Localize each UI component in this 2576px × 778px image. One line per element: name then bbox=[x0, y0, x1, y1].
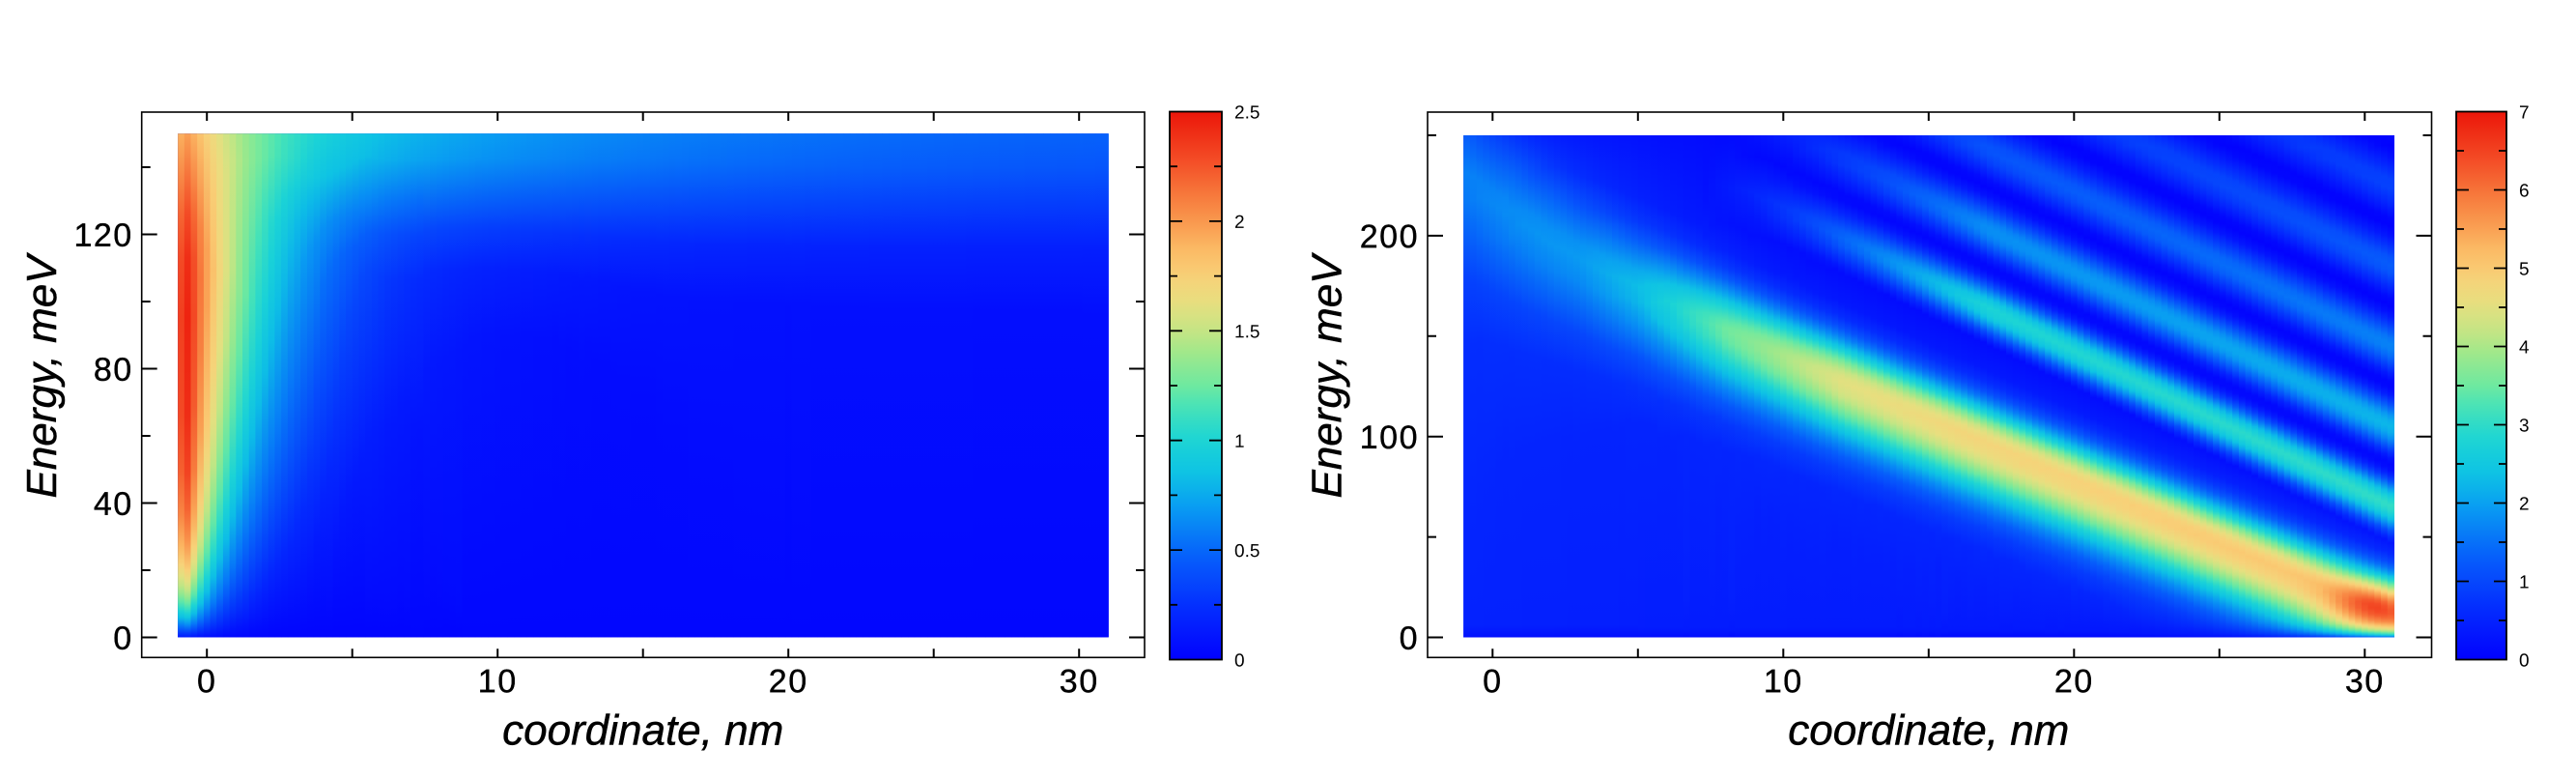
svg-text:30: 30 bbox=[1060, 663, 1099, 700]
svg-text:4: 4 bbox=[2519, 338, 2530, 359]
svg-text:0: 0 bbox=[113, 620, 132, 657]
svg-text:1.5: 1.5 bbox=[1234, 322, 1260, 342]
svg-text:2: 2 bbox=[2519, 495, 2530, 515]
svg-text:0: 0 bbox=[1483, 663, 1502, 700]
svg-text:1: 1 bbox=[1234, 432, 1245, 452]
svg-text:10: 10 bbox=[1764, 663, 1803, 700]
svg-text:6: 6 bbox=[2519, 182, 2530, 202]
svg-text:20: 20 bbox=[769, 663, 808, 700]
svg-text:coordinate, nm: coordinate, nm bbox=[502, 706, 783, 754]
svg-text:coordinate, nm: coordinate, nm bbox=[1788, 706, 2069, 754]
svg-text:1: 1 bbox=[2519, 573, 2530, 593]
svg-text:80: 80 bbox=[94, 352, 133, 389]
svg-text:2.5: 2.5 bbox=[1234, 103, 1260, 124]
svg-text:Energy, meV: Energy, meV bbox=[18, 252, 66, 499]
svg-text:Energy, meV: Energy, meV bbox=[1304, 252, 1351, 499]
svg-text:40: 40 bbox=[94, 486, 133, 523]
svg-text:0: 0 bbox=[197, 663, 216, 700]
svg-text:10: 10 bbox=[478, 663, 518, 700]
svg-text:30: 30 bbox=[2345, 663, 2385, 700]
svg-text:2: 2 bbox=[1234, 213, 1245, 233]
svg-text:0: 0 bbox=[1400, 620, 1419, 657]
svg-text:0.5: 0.5 bbox=[1234, 541, 1260, 562]
svg-text:0: 0 bbox=[2519, 651, 2530, 672]
svg-text:7: 7 bbox=[2519, 103, 2530, 124]
svg-text:0: 0 bbox=[1234, 651, 1245, 672]
svg-text:100: 100 bbox=[1360, 419, 1419, 456]
svg-text:20: 20 bbox=[2054, 663, 2094, 700]
svg-text:200: 200 bbox=[1360, 218, 1419, 255]
svg-text:5: 5 bbox=[2519, 260, 2530, 280]
svg-text:3: 3 bbox=[2519, 417, 2530, 437]
svg-text:120: 120 bbox=[73, 217, 132, 254]
